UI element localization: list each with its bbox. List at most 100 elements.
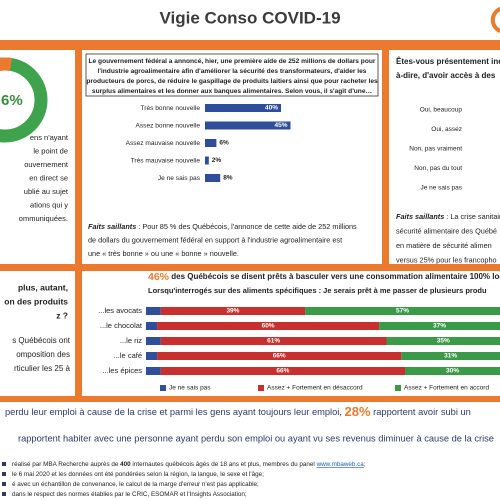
- donut-segment: [0, 57, 13, 71]
- value-label: 30%: [446, 368, 459, 375]
- bar-segment: [146, 367, 161, 375]
- category-label: ...le chocolat: [100, 321, 143, 330]
- donut-label: 6%: [1, 92, 23, 109]
- category-label: ...les avocats: [98, 306, 142, 315]
- question-box: [85, 53, 379, 97]
- bar-segment: [305, 307, 500, 315]
- category-label: Oui, assez: [431, 126, 462, 133]
- header-band: [0, 0, 500, 40]
- bullet: [2, 492, 6, 496]
- question-text: plus, autant,: [18, 282, 68, 292]
- chart-subtitle: Lorsqu'interrogés sur des aliments spéci…: [148, 286, 487, 295]
- legend-swatch: [258, 385, 264, 391]
- panel-text: ublié au sujet: [24, 187, 69, 196]
- note-text: rapportent habiter avec une personne aya…: [18, 433, 494, 443]
- bar: [205, 156, 209, 165]
- highlight-text: en matière de sécurité alimen: [396, 241, 492, 250]
- panel: [82, 50, 382, 264]
- highlight-number: 28%: [345, 404, 371, 419]
- bar: [205, 104, 281, 112]
- footer-link: www.mbaweb.ca: [316, 461, 365, 468]
- note-part: perdu leur emploi à cause de la crise et…: [5, 407, 345, 417]
- bar-segment: [146, 352, 158, 360]
- panel-text: ations qui y: [30, 200, 68, 209]
- highlight-label: Faits saillants: [88, 222, 136, 231]
- footer-part: dans le respect des normes établies par …: [12, 491, 247, 498]
- panel-text: ouvernement: [24, 160, 69, 169]
- footer-text: dans le respect des normes établies par …: [12, 491, 247, 498]
- highlight-text: Faits saillants : La crise sanitair: [396, 212, 500, 221]
- category-label: ...le riz: [120, 336, 142, 345]
- category-label: Je ne sais pas: [158, 175, 201, 182]
- legend-label: Assez + Fortement en accord: [404, 385, 489, 392]
- question-text: on des produits: [4, 296, 68, 306]
- bar-segment: [157, 322, 380, 330]
- value-label: 35%: [437, 338, 450, 345]
- bar: [205, 174, 221, 182]
- category-label: Oui, beaucoup: [420, 107, 463, 114]
- question-text: à-dire, d'avoir accès à des: [396, 71, 496, 80]
- note-part: rapportent avoir subi un: [371, 407, 471, 417]
- bar-segment: [379, 322, 500, 330]
- footer-part: réalisé par MBA Recherche auprès de: [12, 461, 120, 468]
- legend-label: Je ne sais pas: [169, 385, 211, 392]
- panel-text: le point de: [33, 146, 68, 155]
- value-label: 40%: [265, 105, 278, 112]
- highlight-line: : Pour 85 % des Québécois, l'annonce de …: [136, 222, 357, 231]
- bar-segment: [405, 367, 500, 375]
- bar-segment: [401, 352, 500, 360]
- legend-swatch: [395, 385, 401, 391]
- footer-part: le 6 mai 2020 et les données ont été pon…: [12, 471, 264, 478]
- bar-segment: [146, 322, 158, 330]
- bar-segment: [157, 352, 402, 360]
- question-text: Le gouvernement fédéral a annoncé, hier,…: [89, 58, 376, 65]
- bullet: [2, 462, 6, 466]
- bar-segment: [386, 337, 500, 345]
- question-text: z ?: [56, 310, 68, 320]
- page-title: Vigie Conso COVID-19: [159, 8, 340, 27]
- highlight-text: de dollars du gouvernement fédéral en su…: [88, 235, 342, 244]
- bar-segment: [160, 367, 405, 375]
- bullet: [2, 482, 6, 486]
- question-text: l'industrie agroalimentaire afin d'améli…: [98, 68, 367, 75]
- panel-text: ommuniquées.: [19, 214, 68, 223]
- bar: [205, 121, 291, 130]
- value-label: 45%: [274, 122, 287, 129]
- category-label: Très bonne nouvelle: [140, 105, 200, 112]
- category-label: ...le café: [114, 351, 142, 360]
- value-label: 31%: [444, 353, 457, 360]
- category-label: Assez bonne nouvelle: [135, 122, 200, 129]
- notes-band: [0, 402, 500, 500]
- footer-part: 400: [120, 461, 131, 468]
- panel-text: omposition des: [16, 350, 70, 359]
- value-label: 57%: [396, 308, 409, 315]
- value-label: 66%: [276, 368, 289, 375]
- bar: [205, 139, 217, 147]
- value-label: 8%: [223, 175, 233, 182]
- panel-text: rticulier les 25 à: [14, 364, 71, 373]
- highlight-number: 46%: [148, 271, 170, 283]
- bar-segment: [146, 307, 161, 315]
- panel-text: s Québécois ont: [12, 336, 71, 345]
- category-label: Non, pas du tout: [414, 165, 462, 172]
- highlight-text: versus 25% pour les francopho: [396, 255, 497, 264]
- panel: [82, 271, 500, 396]
- category-label: Très mauvaise nouvelle: [131, 157, 201, 164]
- value-label: 2%: [212, 157, 222, 164]
- legend-label: Assez + Fortement en désaccord: [267, 385, 363, 392]
- highlight-text: Faits saillants : Pour 85 % des Québécoi…: [88, 222, 357, 231]
- bar-segment: [160, 337, 387, 345]
- legend-swatch: [160, 385, 166, 391]
- category-label: Je ne sais pas: [420, 185, 462, 192]
- category-label: Non, pas vraiment: [409, 146, 462, 153]
- question-text: Êtes-vous présentement inc: [396, 57, 500, 66]
- question-text: producteurs de porcs, de réduire le gasp…: [86, 78, 378, 85]
- highlight-text: sécurité alimentaire des Québé: [396, 226, 497, 235]
- panel-text: en direct se: [29, 173, 68, 182]
- value-label: 66%: [273, 353, 286, 360]
- value-label: 60%: [262, 323, 275, 330]
- value-label: 37%: [433, 323, 446, 330]
- note-text: perdu leur emploi à cause de la crise et…: [5, 404, 471, 419]
- footer-part: ;: [364, 461, 366, 468]
